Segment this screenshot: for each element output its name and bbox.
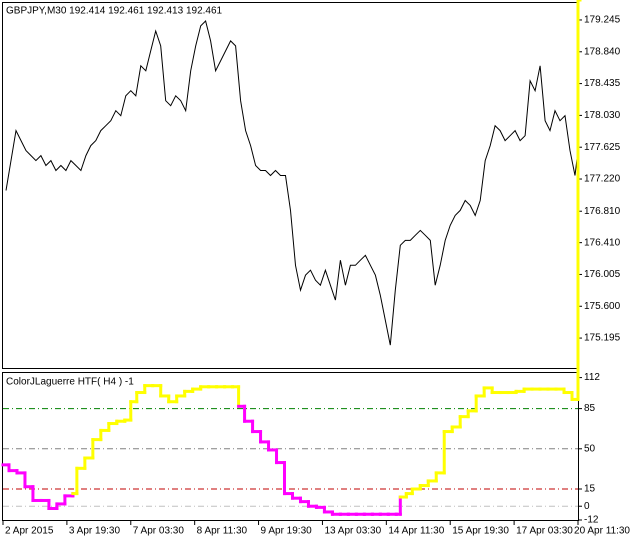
y-tick-label: -12 xyxy=(584,515,599,526)
y-tick-label: 176.810 xyxy=(584,206,621,217)
x-tick-label: 7 Apr 03:30 xyxy=(133,526,185,537)
y-tick-label: 175.195 xyxy=(584,333,621,344)
y-tick-label: 177.625 xyxy=(584,142,621,153)
y-tick-label: 112 xyxy=(584,372,600,383)
y-tick-label: 15 xyxy=(584,484,596,495)
y-tick-label: 179.245 xyxy=(584,15,621,26)
y-tick-label: 177.220 xyxy=(584,174,621,185)
x-tick-label: 13 Apr 03:30 xyxy=(324,526,381,537)
price-line xyxy=(5,20,579,346)
y-tick-label: 175.600 xyxy=(584,301,621,312)
x-tick-label: 9 Apr 19:30 xyxy=(261,526,313,537)
x-tick-label: 15 Apr 19:30 xyxy=(452,526,509,537)
y-tick-label: 0 xyxy=(584,501,590,512)
x-tick-label: 3 Apr 19:30 xyxy=(69,526,121,537)
y-tick-label: 178.435 xyxy=(584,78,621,89)
y-tick-label: 176.005 xyxy=(584,269,621,280)
y-tick-label: 50 xyxy=(584,443,596,454)
indicator-title: ColorJLaguerre HTF( H4 ) -1 xyxy=(6,377,134,388)
x-tick-label: 20 Apr 11:30 xyxy=(574,526,630,537)
x-tick-label: 14 Apr 11:30 xyxy=(388,526,444,537)
price-pane xyxy=(2,2,579,369)
y-tick-label: 178.030 xyxy=(584,110,621,121)
indicator-pane xyxy=(2,372,579,521)
x-tick-label: 2 Apr 2015 xyxy=(5,526,54,537)
y-tick-label: 178.840 xyxy=(584,46,621,57)
y-tick-label: 85 xyxy=(584,403,596,414)
price-title: GBPJPY,M30 192.414 192.461 192.413 192.4… xyxy=(6,6,223,17)
y-tick-label: 176.410 xyxy=(584,237,621,248)
x-tick-label: 17 Apr 03:30 xyxy=(516,526,573,537)
x-tick-label: 8 Apr 11:30 xyxy=(197,526,248,537)
